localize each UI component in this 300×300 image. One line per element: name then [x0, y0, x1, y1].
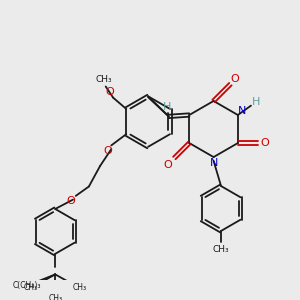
Text: H: H	[163, 102, 171, 112]
Text: N: N	[209, 158, 218, 168]
Text: N: N	[238, 106, 247, 116]
Text: CH₃: CH₃	[95, 74, 112, 83]
Text: O: O	[231, 74, 239, 85]
Text: CH₃: CH₃	[48, 294, 62, 300]
Text: CH₃: CH₃	[213, 245, 230, 254]
Text: O: O	[67, 196, 76, 206]
Text: C(CH₃)₃: C(CH₃)₃	[13, 281, 41, 290]
Text: O: O	[103, 146, 112, 156]
Text: CH₃: CH₃	[73, 283, 87, 292]
Text: O: O	[164, 160, 172, 170]
Text: O: O	[105, 87, 114, 97]
Text: O: O	[261, 138, 269, 148]
Text: H: H	[251, 97, 260, 107]
Text: CH₃: CH₃	[24, 283, 38, 292]
